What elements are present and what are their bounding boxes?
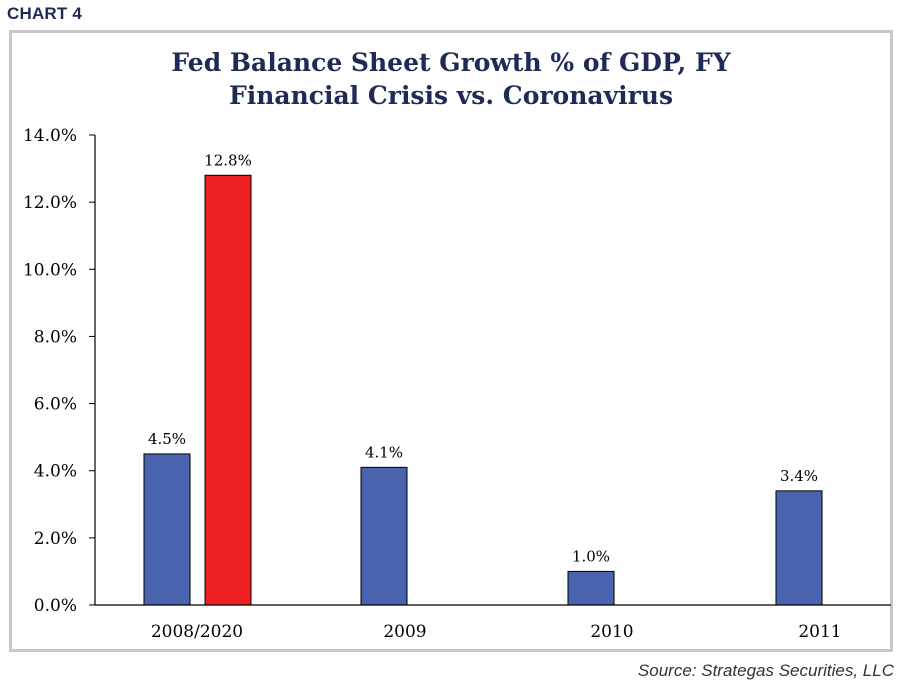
x-tick-label: 2008/2020 [151,622,243,642]
chart-number-label: CHART 4 [7,4,83,23]
y-tick-label: 14.0% [23,126,77,146]
source-note: Source: Strategas Securities, LLC [637,661,894,680]
y-tick-label: 12.0% [23,193,77,213]
bar [567,570,615,606]
bar-data-label: 3.4% [780,467,818,485]
chart-title-line-1: Fed Balance Sheet Growth % of GDP, FY [171,48,731,77]
y-tick-label: 8.0% [34,327,77,347]
bar [143,453,191,606]
y-tick-label: 4.0% [34,462,77,482]
x-tick-label: 2010 [590,622,633,642]
chart-title: Fed Balance Sheet Growth % of GDP, FY Fi… [9,46,893,112]
bar-data-label: 12.8% [204,151,252,169]
bar [360,466,408,606]
bar-data-label: 1.0% [572,547,610,565]
bar [204,174,252,606]
bar [775,490,823,606]
y-tick-label: 0.0% [34,596,77,616]
y-tick-label: 6.0% [34,395,77,415]
y-tick-label: 10.0% [23,260,77,280]
chart-title-line-2: Financial Crisis vs. Coronavirus [228,81,674,110]
bar-data-label: 4.5% [148,430,186,448]
x-tick-label: 2011 [798,622,841,642]
y-tick-label: 2.0% [34,529,77,549]
bar-data-label: 4.1% [365,443,403,461]
x-tick-label: 2009 [383,622,426,642]
